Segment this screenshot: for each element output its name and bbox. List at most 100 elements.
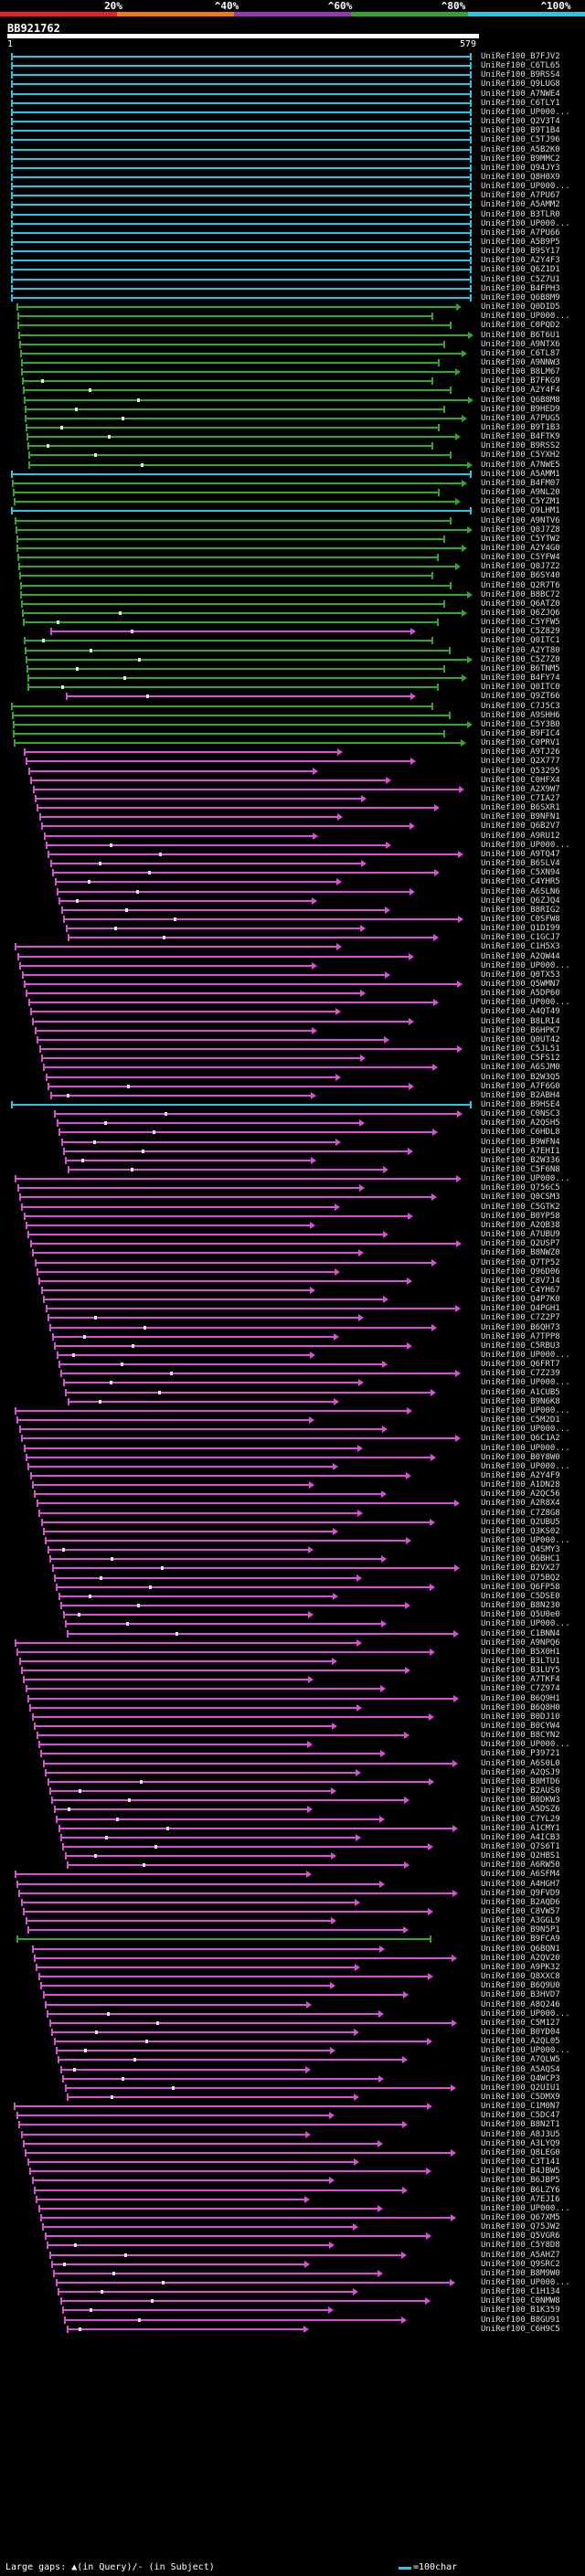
hit-label[interactable]: UniRef100_C5Z7Z0 (481, 655, 560, 664)
hit-label[interactable]: UniRef100_UP000... (481, 182, 570, 191)
hit-label[interactable]: UniRef100_Q2UIU1 (481, 2083, 560, 2093)
hit-row[interactable]: UniRef100_A3GGL9 (0, 1916, 585, 1925)
hit-row[interactable]: UniRef100_B9SY17 (0, 247, 585, 256)
hit-label[interactable]: UniRef100_UP000... (481, 1740, 570, 1749)
hit-row[interactable]: UniRef100_Q2USP7 (0, 1239, 585, 1248)
hit-label[interactable]: UniRef100_Q2R7T6 (481, 581, 560, 590)
hit-row[interactable]: UniRef100_C4YH67 (0, 1286, 585, 1295)
hit-label[interactable]: UniRef100_A2QW44 (481, 952, 560, 961)
hit-row[interactable]: UniRef100_UP000... (0, 1174, 585, 1183)
hit-row[interactable]: UniRef100_C7Z8G8 (0, 1509, 585, 1518)
hit-label[interactable]: UniRef100_A5AMM1 (481, 470, 560, 479)
hit-label[interactable]: UniRef100_Q7S6T1 (481, 1842, 560, 1851)
hit-label[interactable]: UniRef100_B4FPH3 (481, 284, 560, 293)
hit-label[interactable]: UniRef100_UP000... (481, 1444, 570, 1453)
hit-row[interactable]: UniRef100_C8V7J4 (0, 1277, 585, 1286)
hit-row[interactable]: UniRef100_B8N2T1 (0, 2120, 585, 2129)
hit-label[interactable]: UniRef100_C5Z7U1 (481, 275, 560, 284)
hit-label[interactable]: UniRef100_UP000... (481, 1536, 570, 1545)
hit-row[interactable]: UniRef100_B9WFN4 (0, 1138, 585, 1147)
hit-label[interactable]: UniRef100_B0Y8W0 (481, 1453, 560, 1462)
hit-label[interactable]: UniRef100_Q0TX53 (481, 970, 560, 980)
hit-row[interactable]: UniRef100_A7F6G0 (0, 1082, 585, 1091)
hit-row[interactable]: UniRef100_C5Y8D8 (0, 2241, 585, 2250)
hit-row[interactable]: UniRef100_Q0CSM3 (0, 1193, 585, 1202)
hit-row[interactable]: UniRef100_B6Q8H0 (0, 1703, 585, 1712)
hit-row[interactable]: UniRef100_B8RIG2 (0, 906, 585, 915)
hit-row[interactable]: UniRef100_Q53295 (0, 767, 585, 776)
hit-row[interactable]: UniRef100_B0DJ10 (0, 1712, 585, 1722)
hit-label[interactable]: UniRef100_B5X0H1 (481, 1648, 560, 1657)
hit-label[interactable]: UniRef100_A7F6G0 (481, 1082, 560, 1091)
hit-label[interactable]: UniRef100_Q0J7Z8 (481, 525, 560, 535)
hit-row[interactable]: UniRef100_A6SFM4 (0, 1870, 585, 1879)
hit-row[interactable]: UniRef100_B4FY74 (0, 673, 585, 683)
hit-label[interactable]: UniRef100_B3LUY5 (481, 1666, 560, 1675)
hit-row[interactable]: UniRef100_Q9ZT66 (0, 692, 585, 701)
hit-row[interactable]: UniRef100_P39721 (0, 1749, 585, 1758)
hit-row[interactable]: UniRef100_A6S0L0 (0, 1759, 585, 1768)
hit-label[interactable]: UniRef100_A2R8X4 (481, 1499, 560, 1508)
hit-label[interactable]: UniRef100_C5YZM1 (481, 497, 560, 506)
hit-row[interactable]: UniRef100_Q8H0X9 (0, 173, 585, 182)
hit-label[interactable]: UniRef100_Q2USP7 (481, 1239, 560, 1248)
hit-row[interactable]: UniRef100_Q7S6T1 (0, 1842, 585, 1851)
hit-label[interactable]: UniRef100_Q4SMY3 (481, 1545, 560, 1554)
hit-label[interactable]: UniRef100_B9SY17 (481, 247, 560, 256)
hit-row[interactable]: UniRef100_Q0J7Z2 (0, 562, 585, 571)
hit-row[interactable]: UniRef100_Q4WCP3 (0, 2074, 585, 2083)
hit-row[interactable]: UniRef100_B8M9W0 (0, 2269, 585, 2278)
hit-row[interactable]: UniRef100_B2AUS0 (0, 1786, 585, 1796)
hit-label[interactable]: UniRef100_P39721 (481, 1749, 560, 1758)
hit-row[interactable]: UniRef100_C0HFX4 (0, 776, 585, 785)
hit-row[interactable]: UniRef100_A1DN28 (0, 1480, 585, 1489)
hit-row[interactable]: UniRef100_A2QSH5 (0, 1118, 585, 1128)
hit-row[interactable]: UniRef100_C5XN94 (0, 868, 585, 877)
hit-row[interactable]: UniRef100_A8J3U5 (0, 2130, 585, 2139)
hit-label[interactable]: UniRef100_C6HDL8 (481, 1128, 560, 1137)
hit-label[interactable]: UniRef100_B8BC72 (481, 590, 560, 599)
hit-row[interactable]: UniRef100_A2Y4F9 (0, 1471, 585, 1480)
hit-row[interactable]: UniRef100_Q75BQ2 (0, 1574, 585, 1583)
hit-row[interactable]: UniRef100_C5YZM1 (0, 497, 585, 506)
hit-label[interactable]: UniRef100_B6QH73 (481, 1323, 560, 1332)
hit-label[interactable]: UniRef100_Q9LHM1 (481, 506, 560, 515)
hit-label[interactable]: UniRef100_A4QT49 (481, 1007, 560, 1016)
hit-label[interactable]: UniRef100_A7QLW5 (481, 2055, 560, 2064)
hit-label[interactable]: UniRef100_C0HFX4 (481, 776, 560, 785)
hit-label[interactable]: UniRef100_A1CUB5 (481, 1388, 560, 1397)
hit-label[interactable]: UniRef100_Q6BHC1 (481, 1554, 560, 1564)
hit-label[interactable]: UniRef100_B4JBW5 (481, 2167, 560, 2176)
hit-label[interactable]: UniRef100_A2QC56 (481, 1489, 560, 1499)
hit-row[interactable]: UniRef100_Q2UIU1 (0, 2083, 585, 2093)
hit-label[interactable]: UniRef100_UP000... (481, 1462, 570, 1471)
hit-row[interactable]: UniRef100_UP000... (0, 961, 585, 970)
hit-row[interactable]: UniRef100_UP000... (0, 1378, 585, 1387)
hit-label[interactable]: UniRef100_A5B9P5 (481, 238, 560, 247)
hit-label[interactable]: UniRef100_B3LTU1 (481, 1657, 560, 1666)
hit-label[interactable]: UniRef100_C7Z8G8 (481, 1509, 560, 1518)
hit-row[interactable]: UniRef100_Q96D06 (0, 1267, 585, 1277)
hit-label[interactable]: UniRef100_A7NWE4 (481, 90, 560, 99)
hit-row[interactable]: UniRef100_UP000... (0, 998, 585, 1007)
hit-label[interactable]: UniRef100_B6SLV4 (481, 859, 560, 868)
hit-label[interactable]: UniRef100_A5B2K0 (481, 145, 560, 154)
hit-row[interactable]: UniRef100_Q0TX53 (0, 970, 585, 980)
hit-label[interactable]: UniRef100_A9TJ26 (481, 747, 560, 757)
hit-label[interactable]: UniRef100_A9TQ47 (481, 850, 560, 859)
hit-label[interactable]: UniRef100_B0YP58 (481, 1212, 560, 1221)
hit-row[interactable]: UniRef100_Q5VGR6 (0, 2231, 585, 2241)
hit-label[interactable]: UniRef100_A2Y4G0 (481, 544, 560, 553)
hit-label[interactable]: UniRef100_C5TJ96 (481, 135, 560, 144)
hit-row[interactable]: UniRef100_B7FKG9 (0, 376, 585, 386)
hit-row[interactable]: UniRef100_B2AQD6 (0, 1898, 585, 1907)
hit-row[interactable]: UniRef100_Q0UT42 (0, 1035, 585, 1044)
hit-label[interactable]: UniRef100_Q4PGH1 (481, 1304, 560, 1313)
hit-label[interactable]: UniRef100_UP000... (481, 2046, 570, 2055)
hit-label[interactable]: UniRef100_C7Z974 (481, 1684, 560, 1693)
hit-label[interactable]: UniRef100_C1GCJ7 (481, 933, 560, 942)
hit-label[interactable]: UniRef100_B0YD04 (481, 2028, 560, 2037)
hit-row[interactable]: UniRef100_Q7TP52 (0, 1258, 585, 1267)
hit-label[interactable]: UniRef100_C5JL51 (481, 1044, 560, 1054)
hit-row[interactable]: UniRef100_Q6BHC1 (0, 1554, 585, 1564)
